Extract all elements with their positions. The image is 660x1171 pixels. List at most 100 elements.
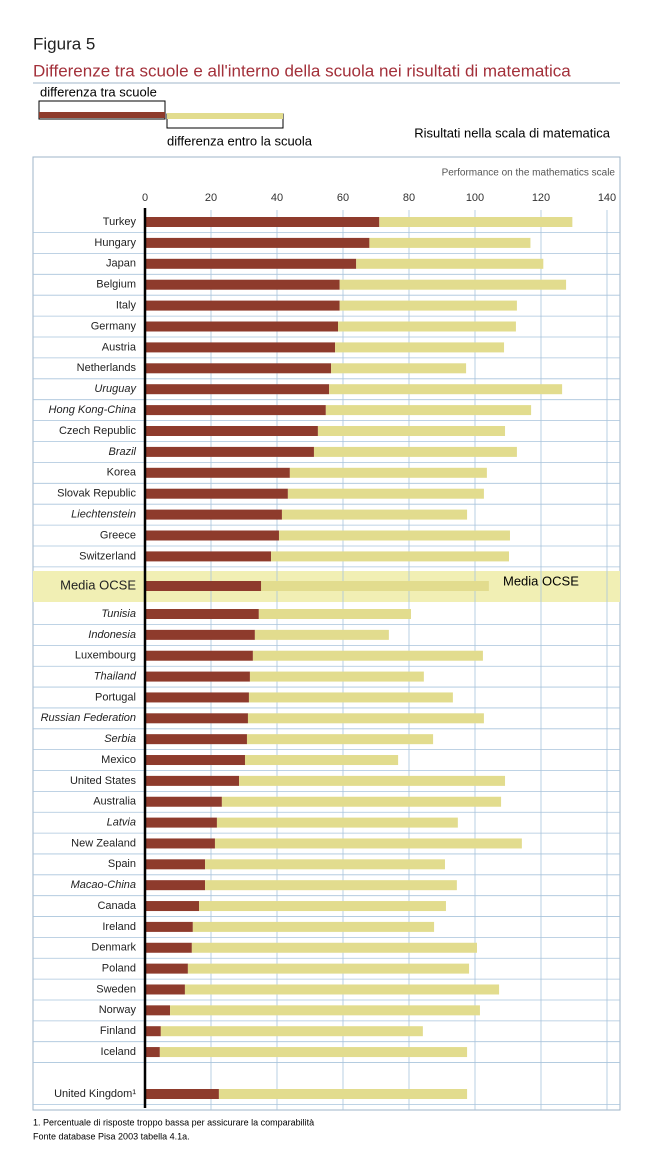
bar-segment [145,581,262,591]
note: 1. Percentuale di risposte troppo bassa … [33,1117,314,1127]
bar-segment [145,551,272,562]
figure-label: Figura 5 [33,34,95,53]
bar-segment [145,650,253,661]
category-label: United States [70,775,137,787]
category-label: Japan [106,258,136,270]
bar-segment [248,692,453,703]
bar-segment [160,1026,423,1037]
category-label: Austria [102,341,137,353]
x-tick-label: 20 [205,192,217,204]
category-label: Luxembourg [75,650,136,662]
bar-segment [145,775,240,786]
bar-segment [145,671,250,682]
bar-segment [329,384,563,395]
bar-segment [192,921,435,932]
category-label: Netherlands [77,362,137,374]
bar-segment [145,901,200,912]
bar-segment [145,342,336,353]
bar-segment [271,551,509,562]
bar-segment [287,488,484,499]
subtitle: Risultati nella scala di matematica [414,125,611,140]
note: Fonte database Pisa 2003 tabella 4.1a. [33,1131,190,1141]
bar-segment [145,984,185,995]
category-label: Turkey [103,216,137,228]
bar-segment [145,217,380,227]
bar-segment [145,446,314,457]
bar-segment [254,629,389,640]
bar-segment [145,629,255,640]
bar-segment [145,258,357,269]
bar-segment [145,796,222,807]
bar-segment [145,363,332,374]
bar-segment [338,321,516,332]
bar-segment [145,426,318,436]
bar-segment [145,609,259,619]
category-label: Czech Republic [59,425,137,437]
category-label: Iceland [101,1046,136,1058]
bar-segment [145,405,326,416]
bar-segment [249,671,424,682]
category-label: Spain [108,858,136,870]
category-label: Germany [91,320,137,332]
category-label: Australia [93,796,137,808]
highlight-label: Media OCSE [503,573,579,588]
bar-segment [199,901,446,912]
category-label: United Kingdom¹ [54,1088,136,1100]
bar-segment [252,650,483,661]
category-label: Belgium [96,279,136,291]
bar-segment [258,609,411,619]
bar-segment [145,488,288,499]
bar-segment [313,446,517,457]
category-label: Switzerland [79,550,136,562]
category-label: Canada [97,900,136,912]
bar-segment [145,509,282,520]
bar-segment [191,942,477,953]
chart-title: Differenze tra scuole e all'interno dell… [33,61,571,80]
bar-segment [145,859,206,870]
bar-segment [145,963,188,974]
legend-swatch [39,112,165,118]
x-tick-label: 120 [532,192,550,204]
bar-segment [239,775,506,786]
category-label: Uruguay [94,383,137,395]
bar-segment [356,258,544,269]
category-label: Indonesia [88,629,136,641]
bar-segment [145,237,370,248]
bar-segment [145,530,279,541]
bar-segment [216,817,458,828]
bar-segment [145,942,192,953]
bar-segment [244,755,399,766]
category-label: Korea [107,467,137,479]
bar-segment [145,880,206,891]
bar-segment [145,734,247,745]
bar-segment [331,363,467,374]
category-label: Ireland [102,921,136,933]
category-label: Serbia [104,733,136,745]
category-label: Tunisia [101,608,136,620]
category-label: Hong Kong-China [49,404,136,416]
category-label: Denmark [91,942,136,954]
category-label: Russian Federation [41,712,136,724]
bar-segment [379,217,573,227]
plot-frame [32,156,621,1111]
bar-segment [246,734,434,745]
category-label: Slovak Republic [57,488,136,500]
category-label: Macao-China [71,879,136,891]
category-label: Greece [100,529,136,541]
category-label: Latvia [107,817,136,829]
category-label: Finland [100,1025,136,1037]
bar-segment [187,963,470,974]
category-label: Poland [102,963,136,975]
bar-segment [145,1089,219,1099]
x-tick-label: 40 [271,192,283,204]
category-label: Sweden [96,983,136,995]
bar-segment [159,1047,468,1058]
category-label: Brazil [108,446,136,458]
bar-segment [145,300,340,311]
bar-segment [221,796,502,807]
legend-label: differenza entro la scuola [167,133,313,148]
bar-segment [261,581,489,591]
bar-segment [145,1005,171,1016]
bar-segment [281,509,468,520]
